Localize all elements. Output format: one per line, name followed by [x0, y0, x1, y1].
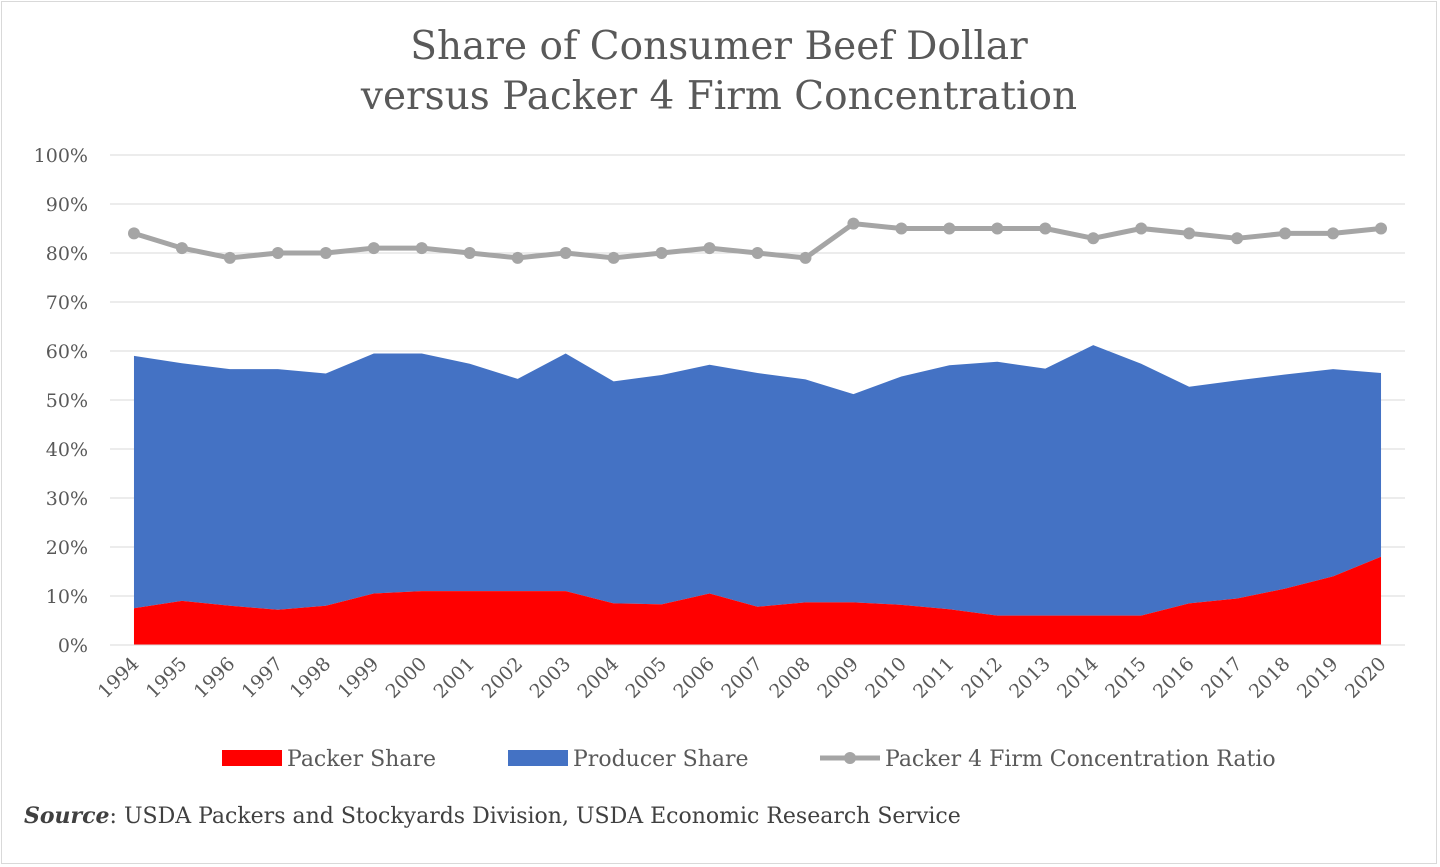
- x-tick-label: 2019: [1293, 653, 1343, 703]
- x-tick-label: 2015: [1101, 653, 1151, 703]
- y-tick-label: 0%: [58, 635, 88, 657]
- x-tick-label: 2001: [430, 653, 480, 703]
- source-text: : USDA Packers and Stockyards Division, …: [109, 804, 961, 829]
- x-tick-label: 2005: [621, 653, 671, 703]
- chart-title: Share of Consumer Beef Dollar versus Pac…: [0, 22, 1438, 122]
- y-tick-label: 70%: [46, 292, 88, 314]
- concentration-ratio-point: [703, 242, 716, 255]
- x-tick-label: 2012: [957, 653, 1007, 703]
- legend-label-packer-share: Packer Share: [287, 747, 436, 772]
- legend-label-producer-share: Producer Share: [573, 747, 749, 772]
- x-tick-label: 1996: [190, 653, 240, 703]
- concentration-ratio-point: [1279, 227, 1292, 240]
- concentration-ratio-point: [607, 251, 620, 264]
- chart-title-line-2: versus Packer 4 Firm Concentration: [360, 74, 1078, 119]
- concentration-ratio-point: [463, 247, 476, 259]
- concentration-ratio-point: [1135, 222, 1148, 235]
- x-tick-label: 1999: [334, 653, 384, 703]
- concentration-ratio-point: [1183, 227, 1196, 240]
- concentration-ratio-point: [415, 242, 428, 255]
- concentration-ratio-point: [895, 222, 908, 235]
- concentration-ratio-point: [1087, 232, 1100, 245]
- concentration-ratio-point: [175, 242, 188, 255]
- concentration-ratio-point: [271, 247, 284, 259]
- source-note: Source: USDA Packers and Stockyards Divi…: [24, 803, 961, 829]
- x-tick-label: 2020: [1341, 653, 1391, 703]
- x-tick-label: 2011: [909, 653, 959, 703]
- x-tick-label: 2014: [1053, 653, 1103, 703]
- legend-swatch-packer-share: [222, 750, 282, 766]
- y-tick-label: 40%: [46, 439, 88, 461]
- y-tick-label: 80%: [46, 243, 88, 265]
- y-tick-label: 50%: [46, 390, 88, 412]
- concentration-ratio-point: [1375, 222, 1388, 235]
- packer-share-area: [133, 556, 1382, 645]
- x-tick-label: 2004: [573, 653, 623, 703]
- x-tick-label: 2003: [525, 653, 575, 703]
- concentration-ratio-point: [991, 222, 1004, 235]
- chart-title-line-1: Share of Consumer Beef Dollar: [410, 24, 1028, 69]
- legend-swatch-producer-share: [508, 750, 568, 766]
- concentration-ratio-point: [751, 247, 764, 259]
- y-tick-label: 100%: [34, 145, 88, 167]
- x-tick-label: 2009: [813, 653, 863, 703]
- x-tick-label: 2013: [1005, 653, 1055, 703]
- x-tick-label: 2010: [861, 653, 911, 703]
- concentration-ratio-point: [127, 227, 140, 240]
- concentration-ratio-point: [1039, 222, 1052, 235]
- x-tick-label: 2008: [765, 653, 815, 703]
- x-tick-label: 2017: [1197, 653, 1247, 703]
- x-tick-label: 1997: [238, 653, 288, 703]
- y-tick-label: 20%: [46, 537, 88, 559]
- x-tick-label: 2000: [382, 653, 432, 703]
- concentration-ratio-point: [223, 251, 236, 264]
- producer-share-area: [133, 345, 1382, 616]
- x-tick-label: 1994: [94, 653, 144, 703]
- y-tick-label: 30%: [46, 488, 88, 510]
- x-tick-label: 2007: [717, 653, 767, 703]
- concentration-ratio-point: [1231, 232, 1244, 245]
- concentration-ratio-point: [559, 247, 572, 259]
- y-tick-label: 60%: [46, 341, 88, 363]
- x-tick-label: 1995: [142, 653, 192, 703]
- x-tick-label: 2002: [477, 653, 527, 703]
- concentration-ratio-point: [799, 251, 812, 264]
- source-label: Source: [24, 803, 110, 829]
- legend-swatch-concentration-ratio-marker: [844, 752, 856, 764]
- concentration-ratio-point: [367, 242, 380, 255]
- concentration-ratio-point: [1327, 227, 1340, 240]
- y-tick-label: 90%: [46, 194, 88, 216]
- concentration-ratio-point: [511, 251, 524, 264]
- concentration-ratio-point: [655, 247, 668, 259]
- concentration-ratio-point: [847, 217, 860, 230]
- x-tick-label: 2016: [1149, 653, 1199, 703]
- legend-label-concentration-ratio: Packer 4 Firm Concentration Ratio: [885, 747, 1276, 772]
- x-tick-label: 2006: [669, 653, 719, 703]
- x-tick-label: 2018: [1245, 653, 1295, 703]
- y-tick-label: 10%: [46, 586, 88, 608]
- concentration-ratio-point: [943, 222, 956, 235]
- x-tick-label: 1998: [286, 653, 336, 703]
- concentration-ratio-point: [319, 247, 332, 259]
